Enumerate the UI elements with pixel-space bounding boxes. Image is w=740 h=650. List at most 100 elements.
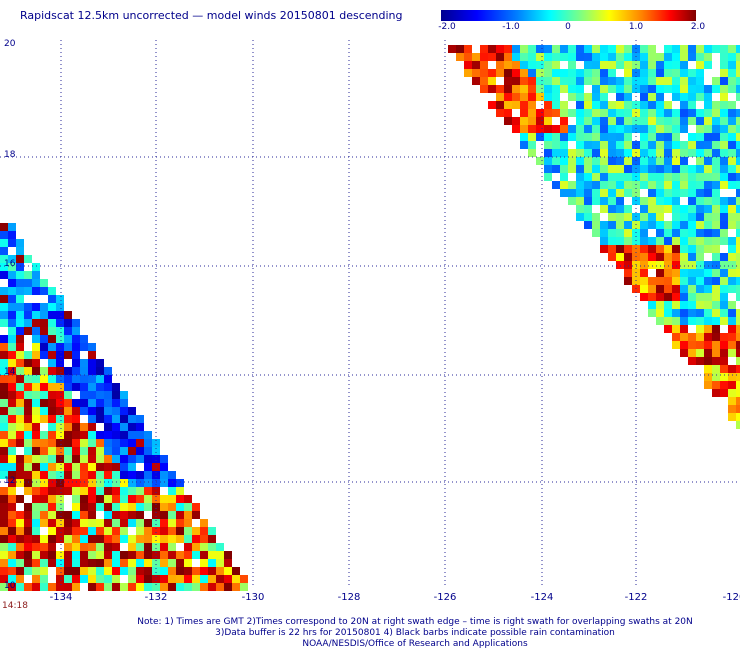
wind-cell [648, 293, 656, 301]
wind-cell [80, 391, 88, 399]
wind-cell [696, 269, 704, 277]
wind-cell [144, 487, 152, 495]
wind-cell [720, 253, 728, 261]
wind-cell [480, 45, 488, 53]
wind-cell [528, 85, 536, 93]
wind-cell [560, 101, 568, 109]
wind-cell [648, 253, 656, 261]
wind-cell [152, 575, 160, 583]
wind-cell [720, 141, 728, 149]
wind-cell [656, 85, 664, 93]
wind-cell [656, 53, 664, 61]
x-tick-label: -130 [241, 592, 265, 603]
wind-cell [624, 69, 632, 77]
wind-cell [56, 527, 64, 535]
wind-cell [104, 423, 112, 431]
wind-cell [104, 519, 112, 527]
wind-cell [8, 319, 16, 327]
wind-cell [128, 495, 136, 503]
wind-cell [704, 325, 712, 333]
wind-cell [208, 535, 216, 543]
wind-cell [104, 431, 112, 439]
wind-cell [152, 487, 160, 495]
wind-cell [704, 125, 712, 133]
wind-cell [656, 141, 664, 149]
wind-cell [656, 301, 664, 309]
wind-cell [128, 455, 136, 463]
wind-cell [592, 77, 600, 85]
wind-cell [624, 133, 632, 141]
wind-cell [112, 559, 120, 567]
wind-cell [664, 165, 672, 173]
wind-cell [80, 423, 88, 431]
wind-cell [672, 253, 680, 261]
wind-cell [704, 181, 712, 189]
wind-cell [728, 413, 736, 421]
wind-cell [664, 221, 672, 229]
wind-cell [64, 535, 72, 543]
wind-cell [480, 69, 488, 77]
wind-cell [64, 407, 72, 415]
wind-cell [736, 317, 740, 325]
wind-cell [32, 311, 40, 319]
wind-cell [648, 125, 656, 133]
wind-cell [696, 325, 704, 333]
wind-cell [32, 375, 40, 383]
wind-cell [648, 197, 656, 205]
wind-cell [176, 575, 184, 583]
wind-cell [72, 559, 80, 567]
wind-cell [136, 455, 144, 463]
wind-cell [656, 245, 664, 253]
wind-cell [0, 383, 8, 391]
wind-cell [664, 133, 672, 141]
wind-cell [40, 543, 48, 551]
wind-cell [680, 101, 688, 109]
wind-cell [48, 375, 56, 383]
wind-cell [560, 133, 568, 141]
wind-cell [664, 277, 672, 285]
wind-cell [544, 93, 552, 101]
wind-cell [64, 335, 72, 343]
wind-cell [600, 189, 608, 197]
wind-cell [584, 165, 592, 173]
wind-cell [136, 423, 144, 431]
wind-cell [144, 551, 152, 559]
wind-cell [80, 535, 88, 543]
wind-cell [680, 349, 688, 357]
colorbar-tick: -1.0 [502, 22, 520, 32]
wind-cell [688, 317, 696, 325]
wind-cell [648, 109, 656, 117]
wind-cell [512, 101, 520, 109]
wind-cell [544, 173, 552, 181]
wind-cell [192, 503, 200, 511]
wind-cell [616, 117, 624, 125]
wind-cell [24, 463, 32, 471]
wind-cell [728, 133, 736, 141]
wind-cell [40, 287, 48, 295]
wind-cell [112, 511, 120, 519]
wind-cell [720, 389, 728, 397]
wind-cell [624, 61, 632, 69]
wind-cell [208, 583, 216, 591]
wind-cell [616, 149, 624, 157]
wind-cell [496, 61, 504, 69]
wind-cell [720, 309, 728, 317]
wind-cell [40, 583, 48, 591]
wind-cell [688, 53, 696, 61]
wind-cell [72, 375, 80, 383]
wind-cell [144, 583, 152, 591]
wind-cell [104, 503, 112, 511]
wind-cell [16, 319, 24, 327]
wind-cell [64, 415, 72, 423]
wind-cell [528, 141, 536, 149]
wind-cell [592, 61, 600, 69]
wind-cell [32, 287, 40, 295]
wind-cell [616, 125, 624, 133]
wind-cell [640, 93, 648, 101]
wind-cell [24, 439, 32, 447]
wind-cell [72, 367, 80, 375]
wind-cell [8, 239, 16, 247]
wind-cell [8, 511, 16, 519]
wind-cell [608, 181, 616, 189]
